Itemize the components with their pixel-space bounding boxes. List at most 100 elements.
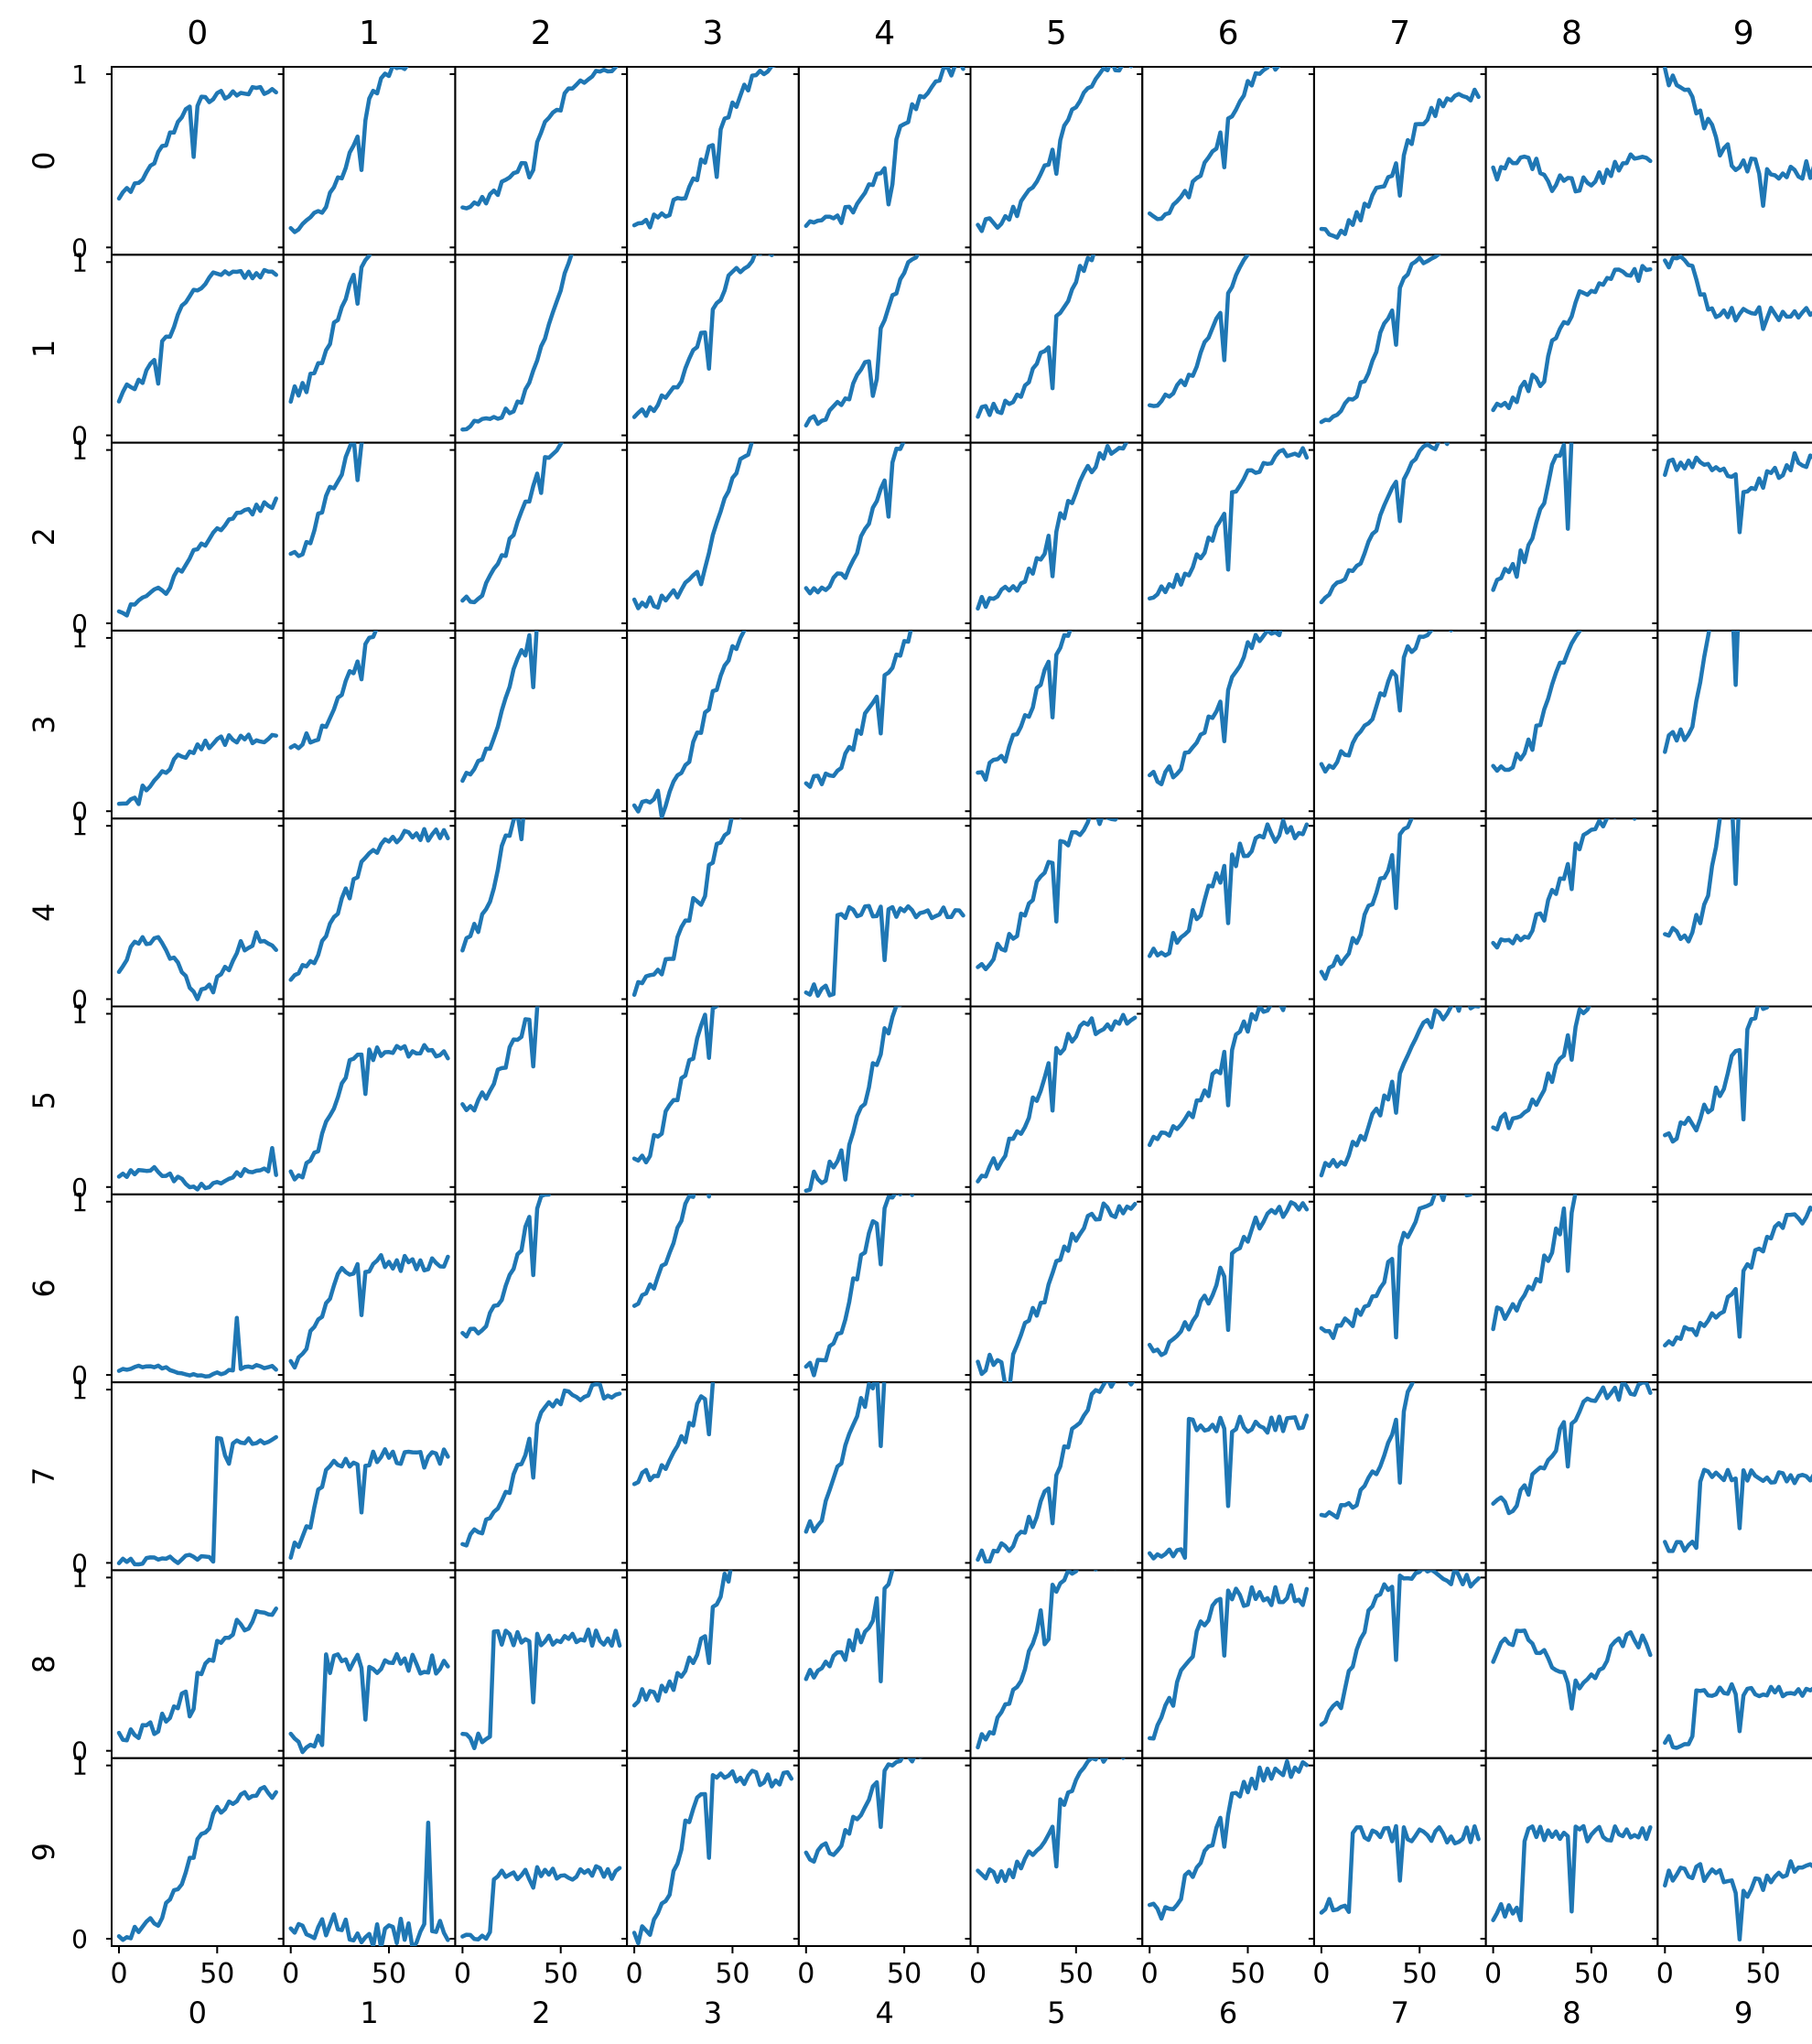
- panel-frame-2-4: [797, 441, 972, 632]
- axis-labels: 0 1 2 3 4 5 6 7 8 9001101201301401501601701801901…: [27, 15, 1781, 2030]
- series-line-3-9: [1663, 630, 1741, 754]
- x-tick-label: 0: [969, 1958, 987, 1990]
- panel-frame-4-8: [1484, 817, 1659, 1008]
- y-tick-label: 0: [71, 1173, 88, 1203]
- series-line-9-4: [804, 1757, 923, 1864]
- series-line-4-0: [116, 930, 278, 1001]
- series-line-6-3: [631, 1194, 712, 1308]
- bottom-column-label: 4: [875, 1995, 893, 2030]
- series-line-0-4: [804, 67, 965, 229]
- panel-frame-8-2: [454, 1569, 629, 1759]
- series-line-4-2: [460, 818, 525, 953]
- series-line-1-4: [804, 254, 921, 428]
- panel-frame-3-2: [454, 629, 629, 820]
- series-line-4-6: [1147, 818, 1310, 958]
- bottom-column-label: 6: [1219, 1995, 1237, 2030]
- series-line-7-2: [460, 1382, 622, 1548]
- panel-frame-9-8: [1484, 1757, 1659, 1947]
- y-tick-label: 1: [71, 1375, 88, 1405]
- series-line-6-0: [116, 1315, 278, 1379]
- series-line-1-0: [116, 267, 278, 404]
- column-label: 9: [1733, 15, 1754, 52]
- series-line-7-1: [288, 1447, 450, 1560]
- panel-frame-0-9: [1656, 66, 1812, 256]
- series-line-6-9: [1663, 1206, 1812, 1348]
- x-tick-label: 50: [1230, 1958, 1265, 1990]
- series-line-3-0: [116, 732, 278, 806]
- y-tick-label: 1: [71, 1751, 88, 1781]
- series-line-9-2: [460, 1864, 622, 1941]
- bottom-column-label: 1: [360, 1995, 378, 2030]
- panel-frame-3-0: [111, 629, 285, 820]
- row-label: 6: [27, 1279, 61, 1297]
- series-line-8-3: [631, 1570, 733, 1708]
- series-line-5-1: [288, 1043, 450, 1182]
- panel-frame-0-0: [111, 66, 285, 256]
- panel-frame-9-2: [454, 1757, 629, 1947]
- series-line-1-6: [1147, 254, 1251, 408]
- column-label: 3: [702, 15, 723, 52]
- series-line-1-2: [460, 254, 574, 432]
- y-tick-label: 0: [71, 1736, 88, 1767]
- y-tick-label: 1: [71, 59, 88, 90]
- row-label: 0: [27, 151, 61, 169]
- panel-frame-3-6: [1141, 629, 1315, 820]
- panel-frame-2-7: [1312, 441, 1487, 632]
- y-tick-label: 0: [71, 421, 88, 451]
- column-label: 4: [874, 15, 895, 52]
- panel-frame-5-2: [454, 1005, 629, 1195]
- row-label: 4: [27, 903, 61, 922]
- panel-frame-4-3: [626, 817, 800, 1008]
- series-line-7-8: [1491, 1382, 1653, 1516]
- panel-frame-4-2: [454, 817, 629, 1008]
- series-line-4-4: [804, 903, 965, 999]
- panel-frames: [111, 66, 1812, 1947]
- y-tick-label: 0: [71, 796, 88, 827]
- series-line-2-3: [631, 442, 754, 611]
- series-line-2-4: [804, 442, 906, 596]
- y-tick-label: 0: [71, 1360, 88, 1390]
- series-line-3-3: [631, 630, 747, 819]
- series-line-5-4: [804, 1006, 902, 1194]
- x-tick-label: 0: [626, 1958, 643, 1990]
- column-label: 1: [359, 15, 380, 52]
- series-line-5-5: [976, 1012, 1138, 1184]
- panel-frame-8-8: [1484, 1569, 1659, 1759]
- series-line-0-5: [976, 67, 1134, 233]
- series-line-0-2: [460, 67, 619, 211]
- panel-frame-9-6: [1141, 1757, 1315, 1947]
- panel-frame-5-8: [1484, 1005, 1659, 1195]
- panel-frame-6-5: [969, 1193, 1144, 1384]
- x-tick-label: 50: [1574, 1958, 1609, 1990]
- series-line-7-5: [976, 1382, 1136, 1564]
- panel-frame-4-0: [111, 817, 285, 1008]
- panel-frame-9-0: [111, 1757, 285, 1947]
- series-line-1-7: [1319, 254, 1441, 425]
- series-line-7-4: [804, 1382, 887, 1534]
- x-tick-label: 50: [887, 1958, 922, 1990]
- series-line-3-2: [460, 630, 539, 784]
- series-line-5-7: [1319, 1006, 1481, 1178]
- bottom-column-label: 2: [532, 1995, 550, 2030]
- row-label: 1: [27, 340, 61, 358]
- y-tick-label: 0: [71, 233, 88, 263]
- series-line-7-0: [116, 1434, 278, 1567]
- series-line-0-6: [1147, 67, 1292, 222]
- series-line-8-7: [1319, 1570, 1481, 1727]
- panel-frame-8-0: [111, 1569, 285, 1759]
- x-tick-label: 0: [797, 1958, 814, 1990]
- x-tick-label: 50: [1746, 1958, 1781, 1990]
- row-label: 3: [27, 715, 61, 733]
- y-tick-label: 1: [71, 436, 88, 466]
- series-line-3-6: [1147, 630, 1283, 787]
- series-line-2-2: [460, 442, 564, 605]
- series-line-9-0: [116, 1785, 278, 1942]
- bottom-column-label: 3: [704, 1995, 722, 2030]
- series-line-5-6: [1147, 1006, 1287, 1148]
- panel-frame-6-1: [282, 1193, 457, 1384]
- series-line-0-7: [1319, 87, 1481, 240]
- series-line-8-9: [1663, 1682, 1812, 1750]
- series-line-3-7: [1319, 630, 1461, 774]
- panel-frame-7-1: [282, 1381, 457, 1572]
- column-label: 6: [1218, 15, 1239, 52]
